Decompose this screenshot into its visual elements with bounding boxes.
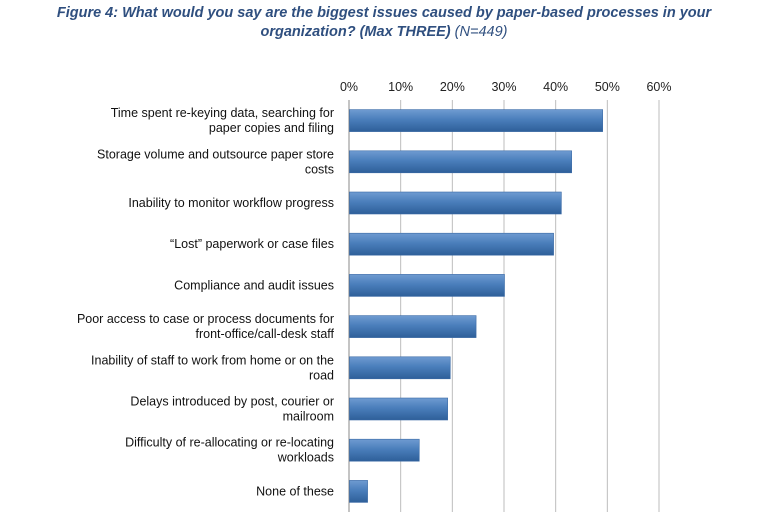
chart-title-sample-size: (N=449): [454, 24, 508, 40]
x-tick-label: 60%: [646, 80, 671, 94]
category-label-line: front-office/call-desk staff: [196, 327, 335, 341]
category-label-line: Difficulty of re-allocating or re-locati…: [125, 436, 334, 450]
bar: [349, 480, 368, 503]
category-label-line: mailroom: [283, 410, 334, 424]
category-label: Poor access to case or process documents…: [77, 312, 335, 341]
category-label-line: “Lost” paperwork or case files: [170, 237, 334, 251]
bar: [349, 438, 420, 462]
x-tick-label: 40%: [543, 80, 568, 94]
category-label: Inability to monitor workflow progress: [128, 196, 334, 210]
category-label: None of these: [256, 484, 334, 498]
bar: [349, 397, 448, 421]
category-label-line: Inability to monitor workflow progress: [128, 196, 334, 210]
bar: [349, 315, 477, 338]
category-label: Compliance and audit issues: [174, 278, 334, 292]
category-label-line: None of these: [256, 484, 334, 498]
chart-title-question-suffix: organization? (Max THREE): [260, 24, 451, 40]
bar: [349, 150, 572, 174]
chart-title-line-1: Figure 4: What would you say are the big…: [56, 5, 712, 21]
category-label: Difficulty of re-allocating or re-locati…: [125, 436, 334, 465]
category-label-line: Inability of staff to work from home or …: [91, 353, 334, 367]
category-label: Inability of staff to work from home or …: [91, 353, 334, 382]
x-tick-label: 20%: [440, 80, 465, 94]
x-tick-label: 0%: [340, 80, 358, 94]
bars: [349, 109, 603, 503]
x-tick-label: 50%: [595, 80, 620, 94]
category-label: Storage volume and outsource paper store…: [97, 147, 334, 176]
category-label: Delays introduced by post, courier or mai…: [130, 395, 334, 424]
x-tick-label: 30%: [491, 80, 516, 94]
bar: [349, 191, 562, 215]
category-label-line: Poor access to case or process documents…: [77, 312, 334, 326]
bar: [349, 232, 554, 256]
chart-title-line-2: organization? (Max THREE) (N=449): [0, 23, 768, 42]
category-labels: Time spent re-keying data, searching for…: [77, 106, 335, 498]
category-label-line: Compliance and audit issues: [174, 278, 334, 292]
category-label-line: Time spent re-keying data, searching for: [111, 106, 334, 120]
category-label-line: Storage volume and outsource paper store: [97, 147, 334, 161]
category-label-line: road: [309, 368, 334, 382]
category-label-line: costs: [305, 162, 334, 176]
category-label-line: paper copies and filing: [209, 121, 334, 135]
x-tick-label: 10%: [388, 80, 413, 94]
category-label-line: workloads: [277, 451, 334, 465]
category-label: “Lost” paperwork or case files: [170, 237, 334, 251]
bar: [349, 109, 603, 132]
x-axis-ticks: 0% 10% 20% 30% 40% 50% 60%: [340, 80, 672, 94]
chart-title: Figure 4: What would you say are the big…: [0, 4, 768, 42]
bar: [349, 356, 451, 380]
category-label: Time spent re-keying data, searching for…: [111, 106, 334, 135]
bar: [349, 274, 505, 297]
category-label-line: Delays introduced by post, courier or: [130, 395, 334, 409]
